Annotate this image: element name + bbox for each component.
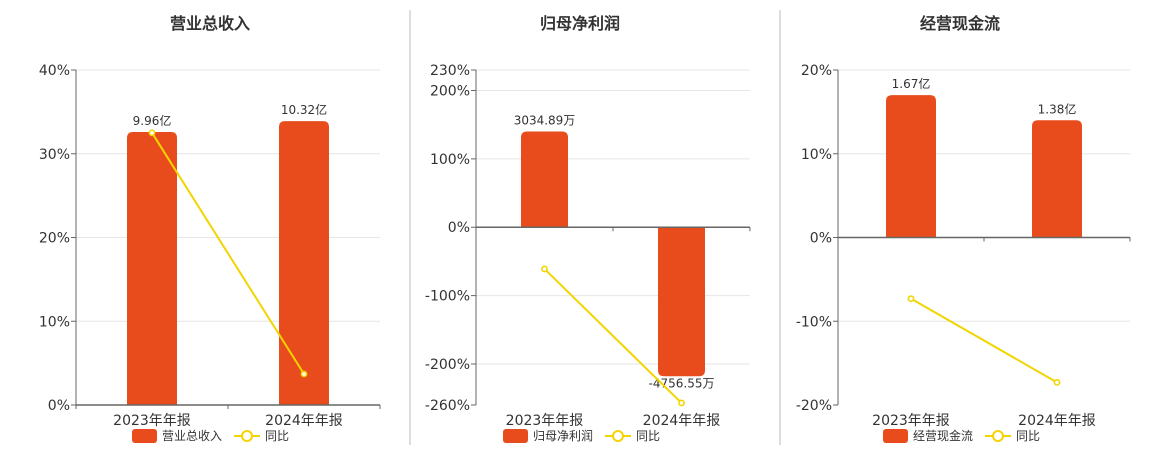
legend-line-marker (992, 430, 1004, 442)
bar-value-label: 1.38亿 (1038, 101, 1077, 116)
y-tick-label: 20% (39, 231, 70, 247)
bar (279, 121, 329, 406)
yoy-line (910, 297, 1058, 384)
legend-line-marker (241, 430, 253, 442)
bar (1032, 120, 1082, 238)
legend-line-label: 同比 (636, 429, 660, 443)
y-tick-label: 40% (39, 63, 70, 79)
yoy-point (541, 265, 548, 273)
legend-bar-swatch (883, 429, 908, 443)
legend-line-marker (612, 430, 624, 442)
yoy-point (1053, 378, 1061, 386)
x-category-label: 2023年年报 (506, 413, 584, 429)
bar (886, 95, 936, 238)
y-tick-label: 100% (430, 152, 470, 168)
y-tick-label: 200% (430, 84, 470, 100)
legend: 归母净利润 同比 (503, 429, 660, 443)
bar (127, 131, 177, 405)
yoy-point (148, 129, 156, 137)
chart-title: 营业总收入 (170, 14, 250, 33)
x-category-label: 2023年年报 (113, 413, 191, 429)
bar-value-label: 1.67亿 (892, 76, 931, 91)
x-category-label: 2024年年报 (265, 413, 343, 429)
y-tick-label: 0% (448, 220, 470, 236)
y-tick-label: 230% (430, 63, 470, 79)
legend-bar-label: 营业总收入 (162, 429, 222, 443)
chart-title: 归母净利润 (540, 14, 620, 33)
yoy-point (678, 399, 685, 407)
legend-line-label: 同比 (265, 429, 289, 443)
chart-panel-3: 经营现金流 -20% -10% 0% 10% 20% 1.67亿 1.38亿 2023年年报 20… (796, 14, 1131, 443)
legend: 营业总收入 同比 (132, 429, 289, 443)
y-tick-label: 20% (801, 63, 832, 79)
legend-bar-label: 归母净利润 (533, 429, 593, 443)
legend: 经营现金流 同比 (883, 428, 1040, 443)
bar-value-label: 9.96亿 (133, 113, 172, 128)
y-tick-label: 10% (801, 147, 832, 163)
chart-panel-2: 归母净利润 -260% -200% -100% 0% 100% 200% 230% 3034.8… (425, 14, 751, 443)
y-tick-label: -10% (796, 314, 832, 330)
x-category-label: 2023年年报 (872, 413, 950, 429)
yoy-line (543, 268, 683, 404)
legend-line-label: 同比 (1016, 429, 1040, 443)
x-category-label: 2024年年报 (1018, 413, 1096, 429)
y-tick-label: -100% (425, 289, 470, 305)
legend-bar-swatch (503, 429, 528, 443)
y-tick-label: -260% (425, 398, 470, 414)
yoy-point (907, 295, 915, 303)
y-tick-label: 0% (810, 231, 832, 247)
bar-value-label: 3034.89万 (514, 114, 576, 128)
chart-title: 经营现金流 (920, 14, 1000, 33)
legend-bar-label: 经营现金流 (913, 428, 973, 443)
y-tick-label: -200% (425, 357, 470, 373)
bar-value-label: -4756.55万 (649, 376, 715, 390)
bar-value-label: 10.32亿 (281, 102, 327, 117)
chart-panel-1: 营业总收入 0% 10% 20% 30% 40% 9.96亿 10.32亿 2023年年报 202… (39, 14, 381, 443)
legend-bar-swatch (132, 429, 157, 443)
y-tick-label: 10% (39, 314, 70, 330)
y-tick-label: 30% (39, 147, 70, 163)
bar (521, 131, 568, 228)
x-category-label: 2024年年报 (643, 413, 721, 429)
bar (658, 227, 705, 377)
y-tick-label: -20% (796, 398, 832, 414)
y-tick-label: 0% (48, 398, 70, 414)
yoy-point (300, 370, 308, 378)
yoy-line (151, 132, 305, 375)
